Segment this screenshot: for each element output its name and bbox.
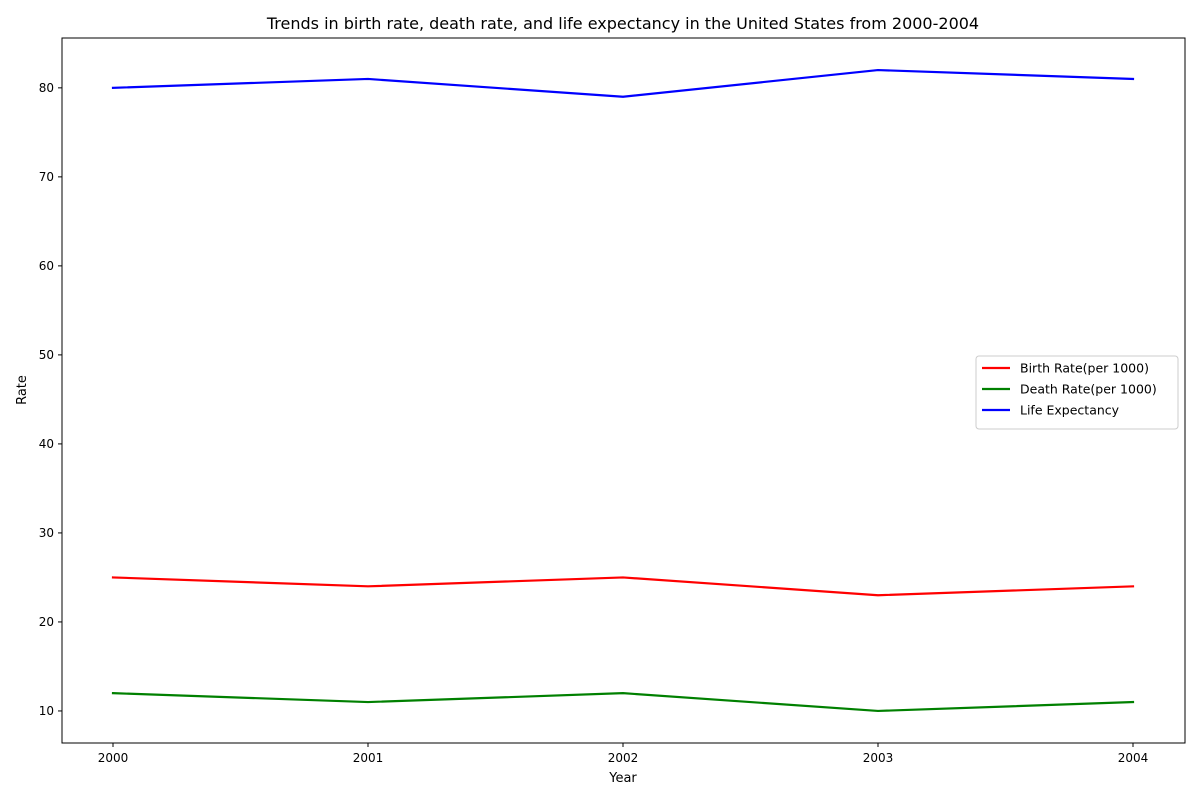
- x-tick-label: 2000: [98, 751, 129, 765]
- x-tick-label: 2004: [1118, 751, 1149, 765]
- series-line-0: [111, 576, 1135, 597]
- chart-title: Trends in birth rate, death rate, and li…: [266, 14, 979, 33]
- y-tick-label: 60: [39, 259, 54, 273]
- series-line-1: [111, 692, 1135, 713]
- x-tick-label: 2002: [608, 751, 639, 765]
- x-axis: 2000 2001 2002 2003 2004: [98, 743, 1149, 765]
- y-tick-label: 10: [39, 704, 54, 718]
- legend-label-2: Life Expectancy: [1020, 403, 1120, 418]
- legend-label-0: Birth Rate(per 1000): [1020, 361, 1149, 376]
- y-tick-label: 30: [39, 526, 54, 540]
- y-tick-label: 70: [39, 170, 54, 184]
- y-tick-label: 40: [39, 437, 54, 451]
- x-tick-label: 2003: [863, 751, 894, 765]
- series-line-2: [111, 68, 1135, 98]
- y-tick-label: 20: [39, 615, 54, 629]
- x-tick-label: 2001: [353, 751, 384, 765]
- y-tick-label: 50: [39, 348, 54, 362]
- legend-box: [975, 355, 1179, 430]
- y-tick-label: 80: [39, 81, 54, 95]
- legend: Birth Rate(per 1000) Death Rate(per 1000)…: [975, 355, 1179, 430]
- plot-area: [111, 68, 1135, 713]
- legend-label-1: Death Rate(per 1000): [1020, 382, 1157, 397]
- y-axis: 10 20 30 40 50 60 70 80: [39, 81, 62, 718]
- y-axis-label: Rate: [15, 375, 30, 405]
- x-axis-label: Year: [608, 771, 637, 786]
